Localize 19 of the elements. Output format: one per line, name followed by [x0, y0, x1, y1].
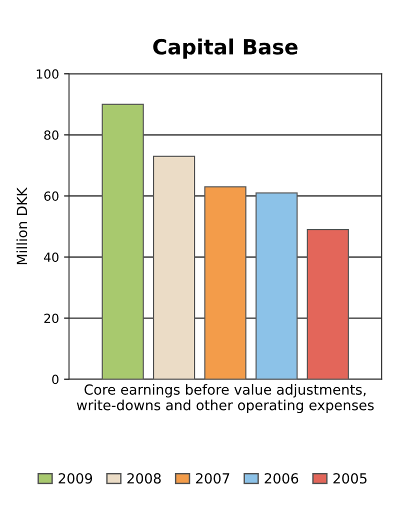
x-tick-label: Core earnings before value adjustments, write-downs and other operating expenses [76, 384, 374, 414]
bar [204, 186, 246, 380]
legend-label: 2008 [127, 473, 161, 484]
legend-label: 2005 [333, 473, 367, 484]
y-tick-label: 100 [36, 69, 58, 79]
y-axis-title: Million DKK [16, 187, 28, 264]
y-tick-label: 0 [52, 374, 58, 384]
bar [256, 192, 298, 380]
bar [102, 104, 144, 380]
legend-label: 2006 [264, 473, 298, 484]
chart-title: Capital Base [153, 38, 298, 59]
bar [306, 229, 349, 380]
y-tick-label: 80 [44, 130, 58, 140]
y-tick-label: 60 [44, 191, 58, 201]
legend-label: 2009 [58, 473, 92, 484]
legend-label: 2007 [196, 473, 230, 484]
y-tick-label: 40 [44, 252, 58, 262]
y-tick-label: 20 [44, 314, 58, 324]
bar [152, 156, 196, 380]
